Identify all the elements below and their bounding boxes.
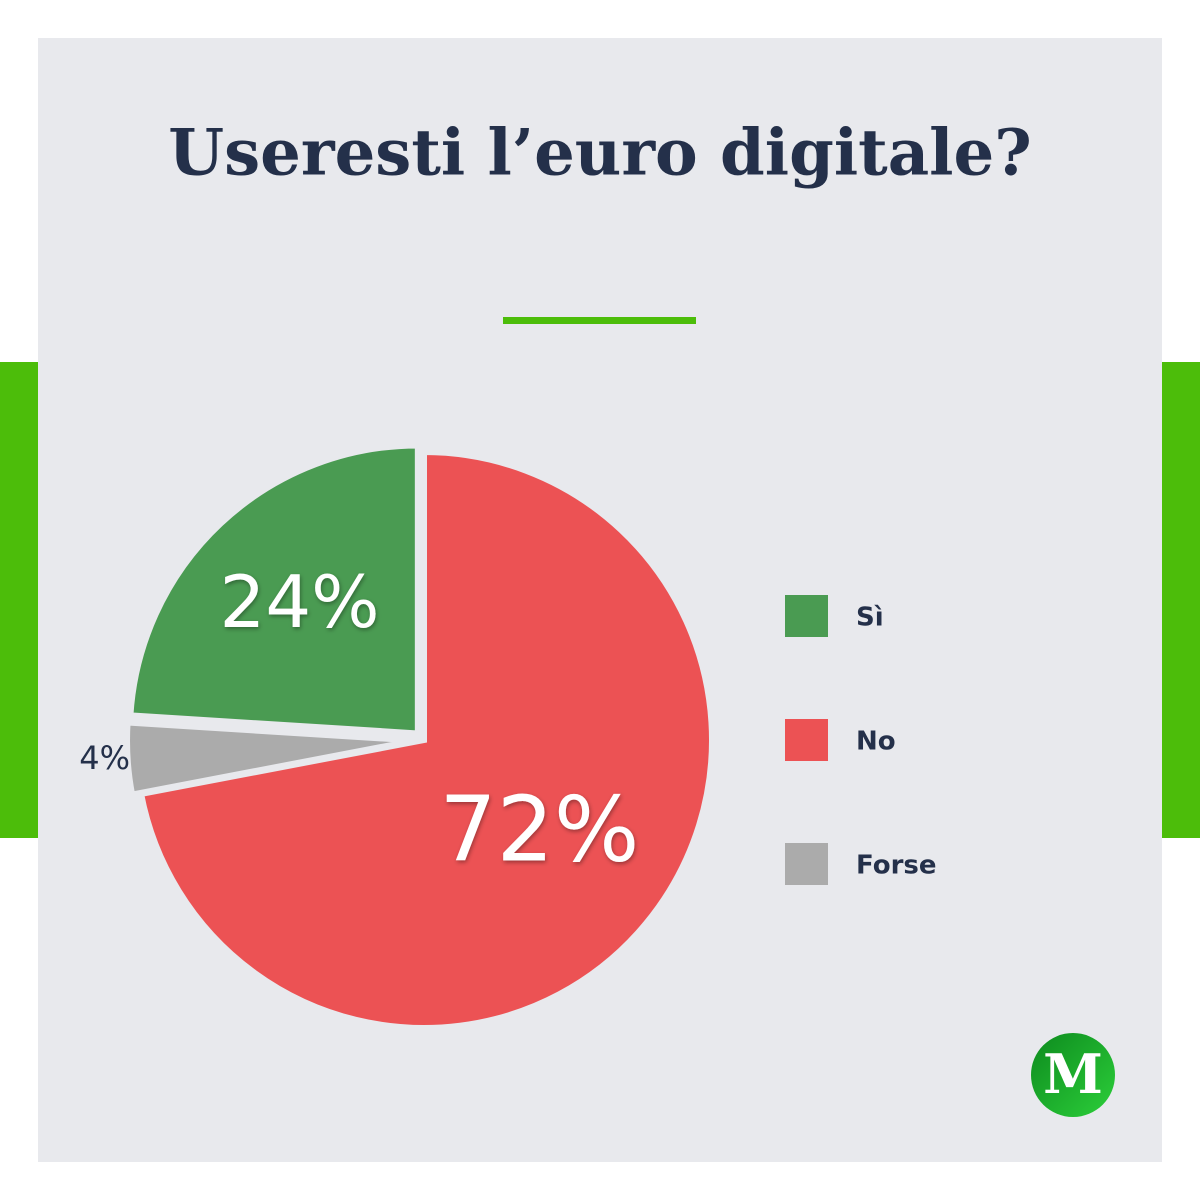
pie-slice [124, 719, 416, 799]
legend-label: No [856, 727, 896, 757]
pie-slice [137, 448, 715, 1031]
side-bar [1162, 362, 1200, 838]
legend-label: Forse [856, 851, 937, 881]
side-bar [0, 362, 38, 838]
legend-swatch [785, 843, 828, 885]
logo-text: M [1043, 1042, 1103, 1106]
legend-swatch [785, 595, 828, 637]
chart-title: Useresti l’euro digitale? [168, 116, 1031, 191]
title-underline [503, 317, 696, 324]
legend-swatch [785, 719, 828, 761]
data-label: 24% [220, 560, 380, 644]
legend-label: Sì [856, 603, 884, 633]
legend: Sì No Forse [785, 595, 937, 885]
logo [1031, 1033, 1115, 1117]
data-label: 4% [79, 739, 130, 777]
pie-slice [127, 442, 421, 737]
pie: 72% 4% 24% [79, 442, 715, 1031]
data-label: 72% [439, 777, 639, 882]
